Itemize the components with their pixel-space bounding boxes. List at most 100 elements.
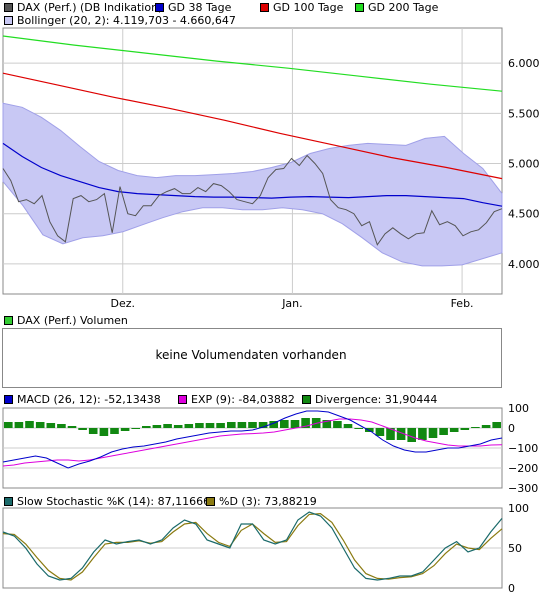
- legend-label-gd38: GD 38 Tage: [168, 0, 232, 14]
- legend-gd200: GD 200 Tage: [355, 0, 438, 14]
- legend-swatch-gd200: [355, 2, 364, 12]
- legend-gd100: GD 100 Tage: [260, 0, 343, 14]
- legend-label-dax: DAX (Perf.) (DB Indikation): [17, 0, 163, 14]
- bollinger-band: [2, 102, 503, 267]
- legend-label-bollinger: Bollinger (20, 2): 4.119,703 - 4.660,647: [17, 13, 236, 27]
- legend-macd: MACD (26, 12): -52,13438: [4, 392, 161, 406]
- legend-label-exp: EXP (9): -84,03882: [191, 392, 295, 406]
- price-x-tick-label: Dez.: [111, 297, 136, 310]
- divergence-bar: [131, 428, 140, 429]
- divergence-bar: [354, 428, 363, 429]
- divergence-bar: [269, 421, 278, 428]
- divergence-bar: [57, 424, 66, 428]
- volume-panel: [2, 328, 502, 388]
- divergence-bar: [25, 421, 34, 428]
- legend-swatch-gd38: [155, 2, 164, 12]
- legend-label-macd: MACD (26, 12): -52,13438: [17, 392, 161, 406]
- divergence-bar: [449, 428, 459, 432]
- divergence-bar: [386, 428, 395, 440]
- divergence-bar: [258, 422, 268, 428]
- divergence-bar: [280, 420, 289, 428]
- legend-swatch-stoch-k: [4, 496, 13, 506]
- stoch-k-line: [2, 511, 503, 581]
- divergence-bar: [173, 425, 183, 428]
- price-y-tick-label: 6.000: [508, 57, 540, 70]
- legend-swatch-stoch-d: [206, 496, 215, 506]
- divergence-bar: [99, 428, 109, 436]
- legend-label-divergence: Divergence: 31,90444: [315, 392, 438, 406]
- divergence-bar: [248, 422, 257, 428]
- macd-y-tick-label: 0: [508, 422, 515, 435]
- legend-label-stoch-k: Slow Stochastic %K (14): 87,11666: [17, 494, 211, 508]
- macd-y-tick-label: 100: [508, 402, 529, 415]
- divergence-bar: [184, 424, 194, 428]
- price-x-tick-label: Jan.: [281, 297, 302, 310]
- legend-gd38: GD 38 Tage: [155, 0, 231, 14]
- price-chart: 4.000 4.500 5.000 5.500 6.000 Dez. Jan. Feb.: [2, 27, 540, 310]
- divergence-bar: [120, 428, 130, 431]
- macd-chart: 100 0 −100 −200 −300: [2, 402, 538, 495]
- legend-label-stoch-d: %D (3): 73,88219: [219, 494, 317, 508]
- divergence-bar: [322, 420, 332, 428]
- legend-swatch-exp: [178, 394, 187, 404]
- divergence-bar: [418, 428, 427, 440]
- divergence-bar: [78, 428, 87, 430]
- no-volume-data-message: keine Volumendaten vorhanden: [155, 348, 347, 362]
- divergence-bar: [163, 424, 172, 428]
- divergence-bar: [492, 422, 501, 428]
- divergence-bar: [110, 428, 119, 434]
- divergence-bar: [46, 423, 56, 428]
- macd-y-tick-label: −300: [508, 482, 538, 495]
- price-y-tick-label: 4.000: [508, 258, 540, 271]
- legend-swatch-volume: [4, 315, 13, 325]
- divergence-bar: [205, 423, 215, 428]
- divergence-bar: [396, 428, 406, 440]
- divergence-bar: [290, 420, 300, 428]
- macd-y-tick-label: −100: [508, 442, 538, 455]
- legend-swatch-divergence: [302, 394, 311, 404]
- gd38-line: [2, 142, 503, 207]
- legend-exp: EXP (9): -84,03882: [178, 392, 295, 406]
- price-line: [2, 154, 503, 246]
- gd100-line: [2, 72, 503, 180]
- divergence-bar: [14, 422, 24, 428]
- divergence-bar: [343, 424, 353, 428]
- stochastic-chart: 100 50 0: [2, 502, 529, 595]
- exp-line: [2, 418, 503, 467]
- divergence-bar: [67, 426, 77, 428]
- legend-label-gd200: GD 200 Tage: [368, 0, 439, 14]
- legend-label-volume: DAX (Perf.) Volumen: [17, 313, 128, 327]
- divergence-bar: [152, 425, 162, 428]
- divergence-bar: [301, 418, 310, 428]
- divergence-bar: [195, 423, 204, 428]
- stoch-y-tick-label: 0: [508, 582, 515, 595]
- legend-swatch-dax: [4, 2, 13, 12]
- price-x-tick-label: Feb.: [451, 297, 474, 310]
- legend-volume: DAX (Perf.) Volumen: [4, 313, 128, 327]
- legend-swatch-gd100: [260, 2, 269, 12]
- legend-dax: DAX (Perf.) (DB Indikation): [4, 0, 162, 14]
- macd-line: [2, 410, 503, 469]
- stoch-y-tick-label: 100: [508, 502, 529, 515]
- price-y-tick-label: 5.500: [508, 107, 540, 120]
- divergence-bar: [471, 427, 480, 428]
- legend-label-gd100: GD 100 Tage: [273, 0, 344, 14]
- divergence-bar: [407, 428, 416, 442]
- legend-swatch-macd: [4, 394, 13, 404]
- legend-stoch-k: Slow Stochastic %K (14): 87,11666: [4, 494, 210, 508]
- divergence-bar: [88, 428, 98, 434]
- price-y-tick-label: 4.500: [508, 208, 540, 221]
- divergence-bar: [4, 422, 13, 428]
- price-y-tick-label: 5.000: [508, 158, 540, 171]
- divergence-bar: [216, 423, 225, 428]
- divergence-bar: [439, 428, 448, 435]
- divergence-bar: [460, 428, 470, 430]
- divergence-bar: [227, 422, 236, 428]
- divergence-bar: [142, 426, 151, 428]
- legend-stoch-d: %D (3): 73,88219: [206, 494, 317, 508]
- macd-y-tick-label: −200: [508, 462, 538, 475]
- stoch-y-tick-label: 50: [508, 542, 522, 555]
- divergence-bar: [35, 422, 45, 428]
- divergence-bar: [333, 421, 342, 428]
- divergence-bar: [481, 425, 491, 428]
